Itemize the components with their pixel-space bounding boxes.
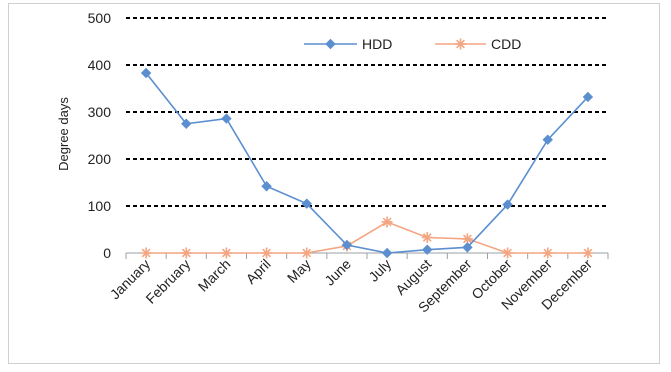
point-cdd-november [542, 247, 554, 259]
series-line-cdd [146, 221, 588, 254]
point-hdd-may [301, 198, 312, 209]
y-tick-label-100: 100 [88, 198, 112, 214]
x-tick-label-march: March [195, 256, 234, 295]
point-hdd-january [140, 67, 152, 79]
point-hdd-september [462, 242, 473, 253]
series-line-hdd [145, 72, 589, 254]
y-axis-title: Degree days [56, 97, 71, 171]
x-tick-label-april: April [243, 256, 274, 287]
point-cdd-january [140, 247, 152, 259]
point-hdd-august [422, 244, 433, 255]
chart-frame [8, 3, 660, 364]
x-tick-label-may: May [284, 256, 314, 286]
point-hdd-december [582, 91, 594, 103]
gridlines [126, 17, 608, 207]
point-cdd-september [461, 233, 473, 245]
legend-label-cdd: CDD [491, 36, 521, 52]
series-hdd [140, 67, 594, 259]
point-cdd-may [301, 247, 313, 259]
legend-marker-cdd [455, 38, 466, 50]
point-cdd-february [180, 247, 192, 259]
x-tick-label-february: February [142, 256, 193, 307]
point-hdd-march [221, 113, 232, 124]
legend-marker-hdd [325, 38, 336, 50]
point-hdd-november [542, 134, 553, 145]
point-cdd-april [261, 247, 273, 259]
legend-item-cdd: CDD [435, 36, 521, 52]
y-tick-label-400: 400 [88, 57, 112, 73]
legend: HDD CDD [304, 36, 521, 52]
point-hdd-october [502, 199, 513, 210]
point-hdd-july [381, 247, 393, 259]
x-tick-label-july: July [365, 256, 394, 285]
legend-item-hdd: HDD [304, 36, 392, 52]
point-hdd-june [341, 239, 353, 251]
point-cdd-july [381, 216, 393, 228]
series-cdd [140, 216, 594, 259]
legend-label-hdd: HDD [362, 36, 392, 52]
series-layer [140, 67, 594, 259]
point-hdd-april [261, 181, 272, 192]
y-tick-label-500: 500 [88, 10, 112, 26]
point-cdd-august [421, 231, 433, 243]
point-cdd-march [220, 247, 232, 259]
x-tick-label-june: June [321, 256, 354, 289]
y-tick-label-0: 0 [103, 245, 111, 261]
point-cdd-october [502, 247, 514, 259]
y-tick-label-200: 200 [88, 151, 112, 167]
y-tick-label-300: 300 [88, 104, 112, 120]
point-hdd-february [181, 118, 192, 129]
point-cdd-december [582, 247, 594, 259]
